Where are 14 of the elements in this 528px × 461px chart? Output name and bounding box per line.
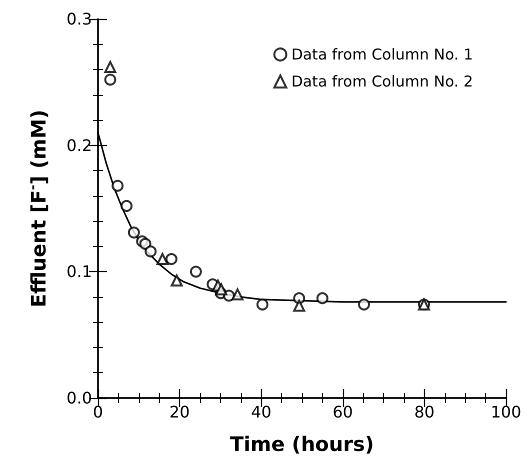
x-tick-label: 0 bbox=[92, 402, 104, 422]
x-tick-label: 20 bbox=[169, 402, 190, 422]
y-tick-label: 0.1 bbox=[66, 262, 92, 282]
legend-label: Data from Column No. 1 bbox=[291, 46, 474, 64]
x-tick-label: 40 bbox=[251, 402, 272, 422]
legend-label: Data from Column No. 2 bbox=[291, 72, 474, 90]
x-tick-label: 100 bbox=[490, 402, 522, 422]
x-tick-label: 80 bbox=[414, 402, 435, 422]
y-tick-label: 0.2 bbox=[66, 136, 92, 155]
x-axis-title: Time (hours) bbox=[230, 432, 374, 456]
y-axis-title: Effluent [F-] (mM) bbox=[26, 110, 50, 308]
y-tick-label: 0.0 bbox=[66, 388, 92, 408]
x-tick-label: 60 bbox=[332, 402, 353, 422]
y-tick-label: 0.3 bbox=[66, 10, 92, 28]
